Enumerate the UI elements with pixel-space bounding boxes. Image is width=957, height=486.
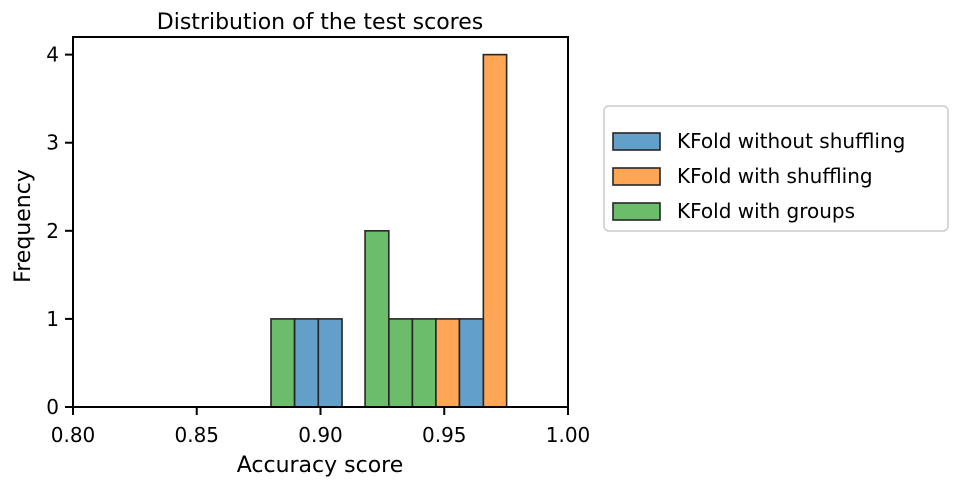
chart-title: Distribution of the test scores bbox=[157, 10, 483, 35]
y-tick-label: 1 bbox=[46, 307, 59, 331]
axes-frame bbox=[72, 36, 569, 408]
bar-kfold-with-groups-1 bbox=[364, 230, 390, 408]
bar-kfold-without-shuffling-2 bbox=[458, 318, 485, 408]
bar-kfold-with-shuffling-1 bbox=[482, 53, 508, 408]
x-tick-label: 0.80 bbox=[51, 423, 96, 447]
legend-label: KFold without shuffling bbox=[677, 129, 905, 153]
legend-swatch bbox=[612, 167, 661, 186]
bar-kfold-with-groups-3 bbox=[411, 318, 437, 408]
x-tick-label: 0.85 bbox=[174, 423, 219, 447]
bar-kfold-with-groups-0 bbox=[270, 318, 296, 408]
legend-swatch bbox=[612, 202, 661, 221]
bar-kfold-with-groups-2 bbox=[388, 318, 414, 408]
legend-label: KFold with shuffling bbox=[677, 164, 873, 188]
bar-kfold-without-shuffling-1 bbox=[317, 318, 343, 408]
legend: KFold without shuffling KFold with shuffl… bbox=[603, 105, 949, 232]
y-tick-label: 4 bbox=[46, 43, 59, 67]
bar-kfold-without-shuffling-0 bbox=[293, 318, 320, 408]
x-axis-label: Accuracy score bbox=[237, 453, 404, 478]
y-tick-label: 2 bbox=[46, 219, 59, 243]
x-tick-label: 1.00 bbox=[546, 423, 591, 447]
y-tick-label: 0 bbox=[46, 395, 59, 419]
y-axis-label: Frequency bbox=[11, 169, 36, 283]
legend-swatch bbox=[612, 132, 661, 151]
ticks-group: 0.80 0.85 0.90 0.95 1.00 0 1 2 3 4 bbox=[46, 43, 590, 447]
legend-frame bbox=[603, 105, 949, 232]
legend-label: KFold with groups bbox=[677, 199, 855, 223]
x-tick-label: 0.90 bbox=[298, 423, 343, 447]
y-tick-label: 3 bbox=[46, 131, 59, 155]
bar-kfold-with-shuffling-0 bbox=[435, 318, 461, 408]
bars-group bbox=[270, 53, 508, 408]
x-tick-label: 0.95 bbox=[422, 423, 467, 447]
